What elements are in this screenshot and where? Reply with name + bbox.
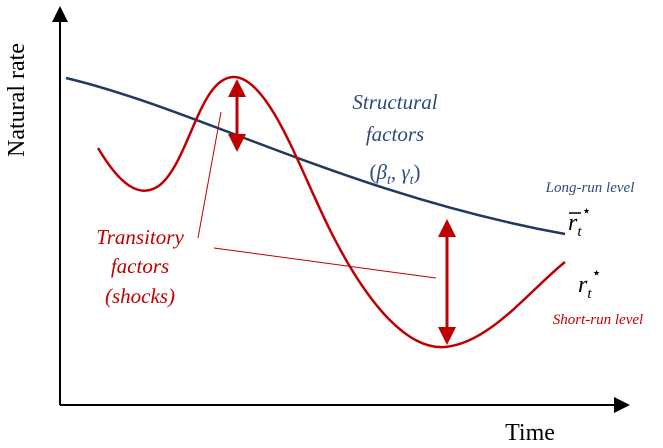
text: t bbox=[587, 286, 592, 302]
long-run-curve bbox=[65, 76, 566, 236]
text: Structural bbox=[352, 90, 437, 114]
short-run-curve bbox=[96, 75, 566, 349]
short-run-symbol: rt⋆ bbox=[578, 265, 602, 302]
text: factors bbox=[111, 254, 169, 278]
text: t bbox=[410, 173, 415, 188]
pointer-line bbox=[213, 247, 437, 279]
text: Transitory bbox=[96, 225, 184, 249]
text: rt⋆ bbox=[568, 203, 592, 240]
text: ⋆ bbox=[582, 203, 592, 220]
text: r bbox=[568, 210, 578, 236]
text: ( bbox=[369, 160, 376, 184]
text: factors bbox=[366, 122, 424, 146]
text: t bbox=[577, 224, 582, 240]
text: r bbox=[578, 272, 588, 298]
x-label: Time bbox=[505, 420, 555, 446]
short-run-label: Short-run level bbox=[553, 312, 643, 328]
text: ⋆ bbox=[592, 265, 602, 282]
y-label: Natural rate bbox=[4, 43, 30, 157]
text: γ bbox=[401, 160, 410, 184]
long-run-symbol: rt⋆ bbox=[568, 203, 592, 240]
text: β bbox=[375, 160, 387, 184]
long-run-label: Long-run level bbox=[545, 180, 635, 196]
structural-label: Structural factors (βt, γt) bbox=[352, 90, 437, 188]
transitory-label: Transitory factors (shocks) bbox=[96, 225, 184, 308]
text: , bbox=[391, 160, 402, 184]
text: t bbox=[387, 173, 392, 188]
text: ) bbox=[414, 160, 421, 184]
math: (βt, γt) bbox=[369, 160, 420, 188]
text: (shocks) bbox=[105, 284, 175, 308]
pointer-line bbox=[197, 111, 222, 239]
